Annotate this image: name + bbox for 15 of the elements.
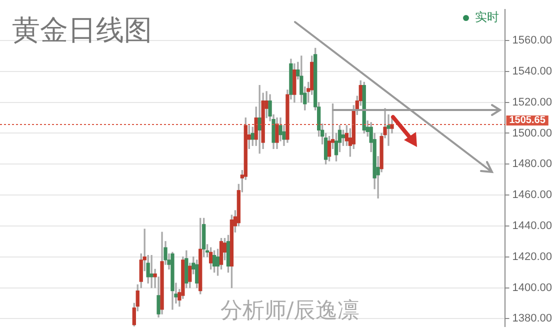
y-tick-label: 1420.00 [512, 250, 552, 263]
ref-line-label: 1505.65 [509, 115, 546, 126]
annotation: 分析师/辰逸凛 [220, 298, 360, 324]
annotation: 实时 [475, 10, 500, 24]
chart-title: 黄金日线图 [12, 13, 152, 46]
y-tick-label: 1540.00 [512, 65, 552, 78]
y-tick-label: 1560.00 [512, 34, 552, 47]
y-tick-label: 1520.00 [512, 96, 552, 108]
y-tick-label: 1460.00 [512, 189, 552, 202]
candlestick [150, 254, 154, 288]
y-tick-label: 1400.00 [512, 282, 552, 294]
y-tick-label: 1480.00 [512, 158, 552, 170]
y-tick-label: 1380.00 [512, 312, 552, 325]
y-tick-label: 1500.00 [512, 127, 552, 140]
y-tick-label: 1440.00 [512, 220, 552, 232]
